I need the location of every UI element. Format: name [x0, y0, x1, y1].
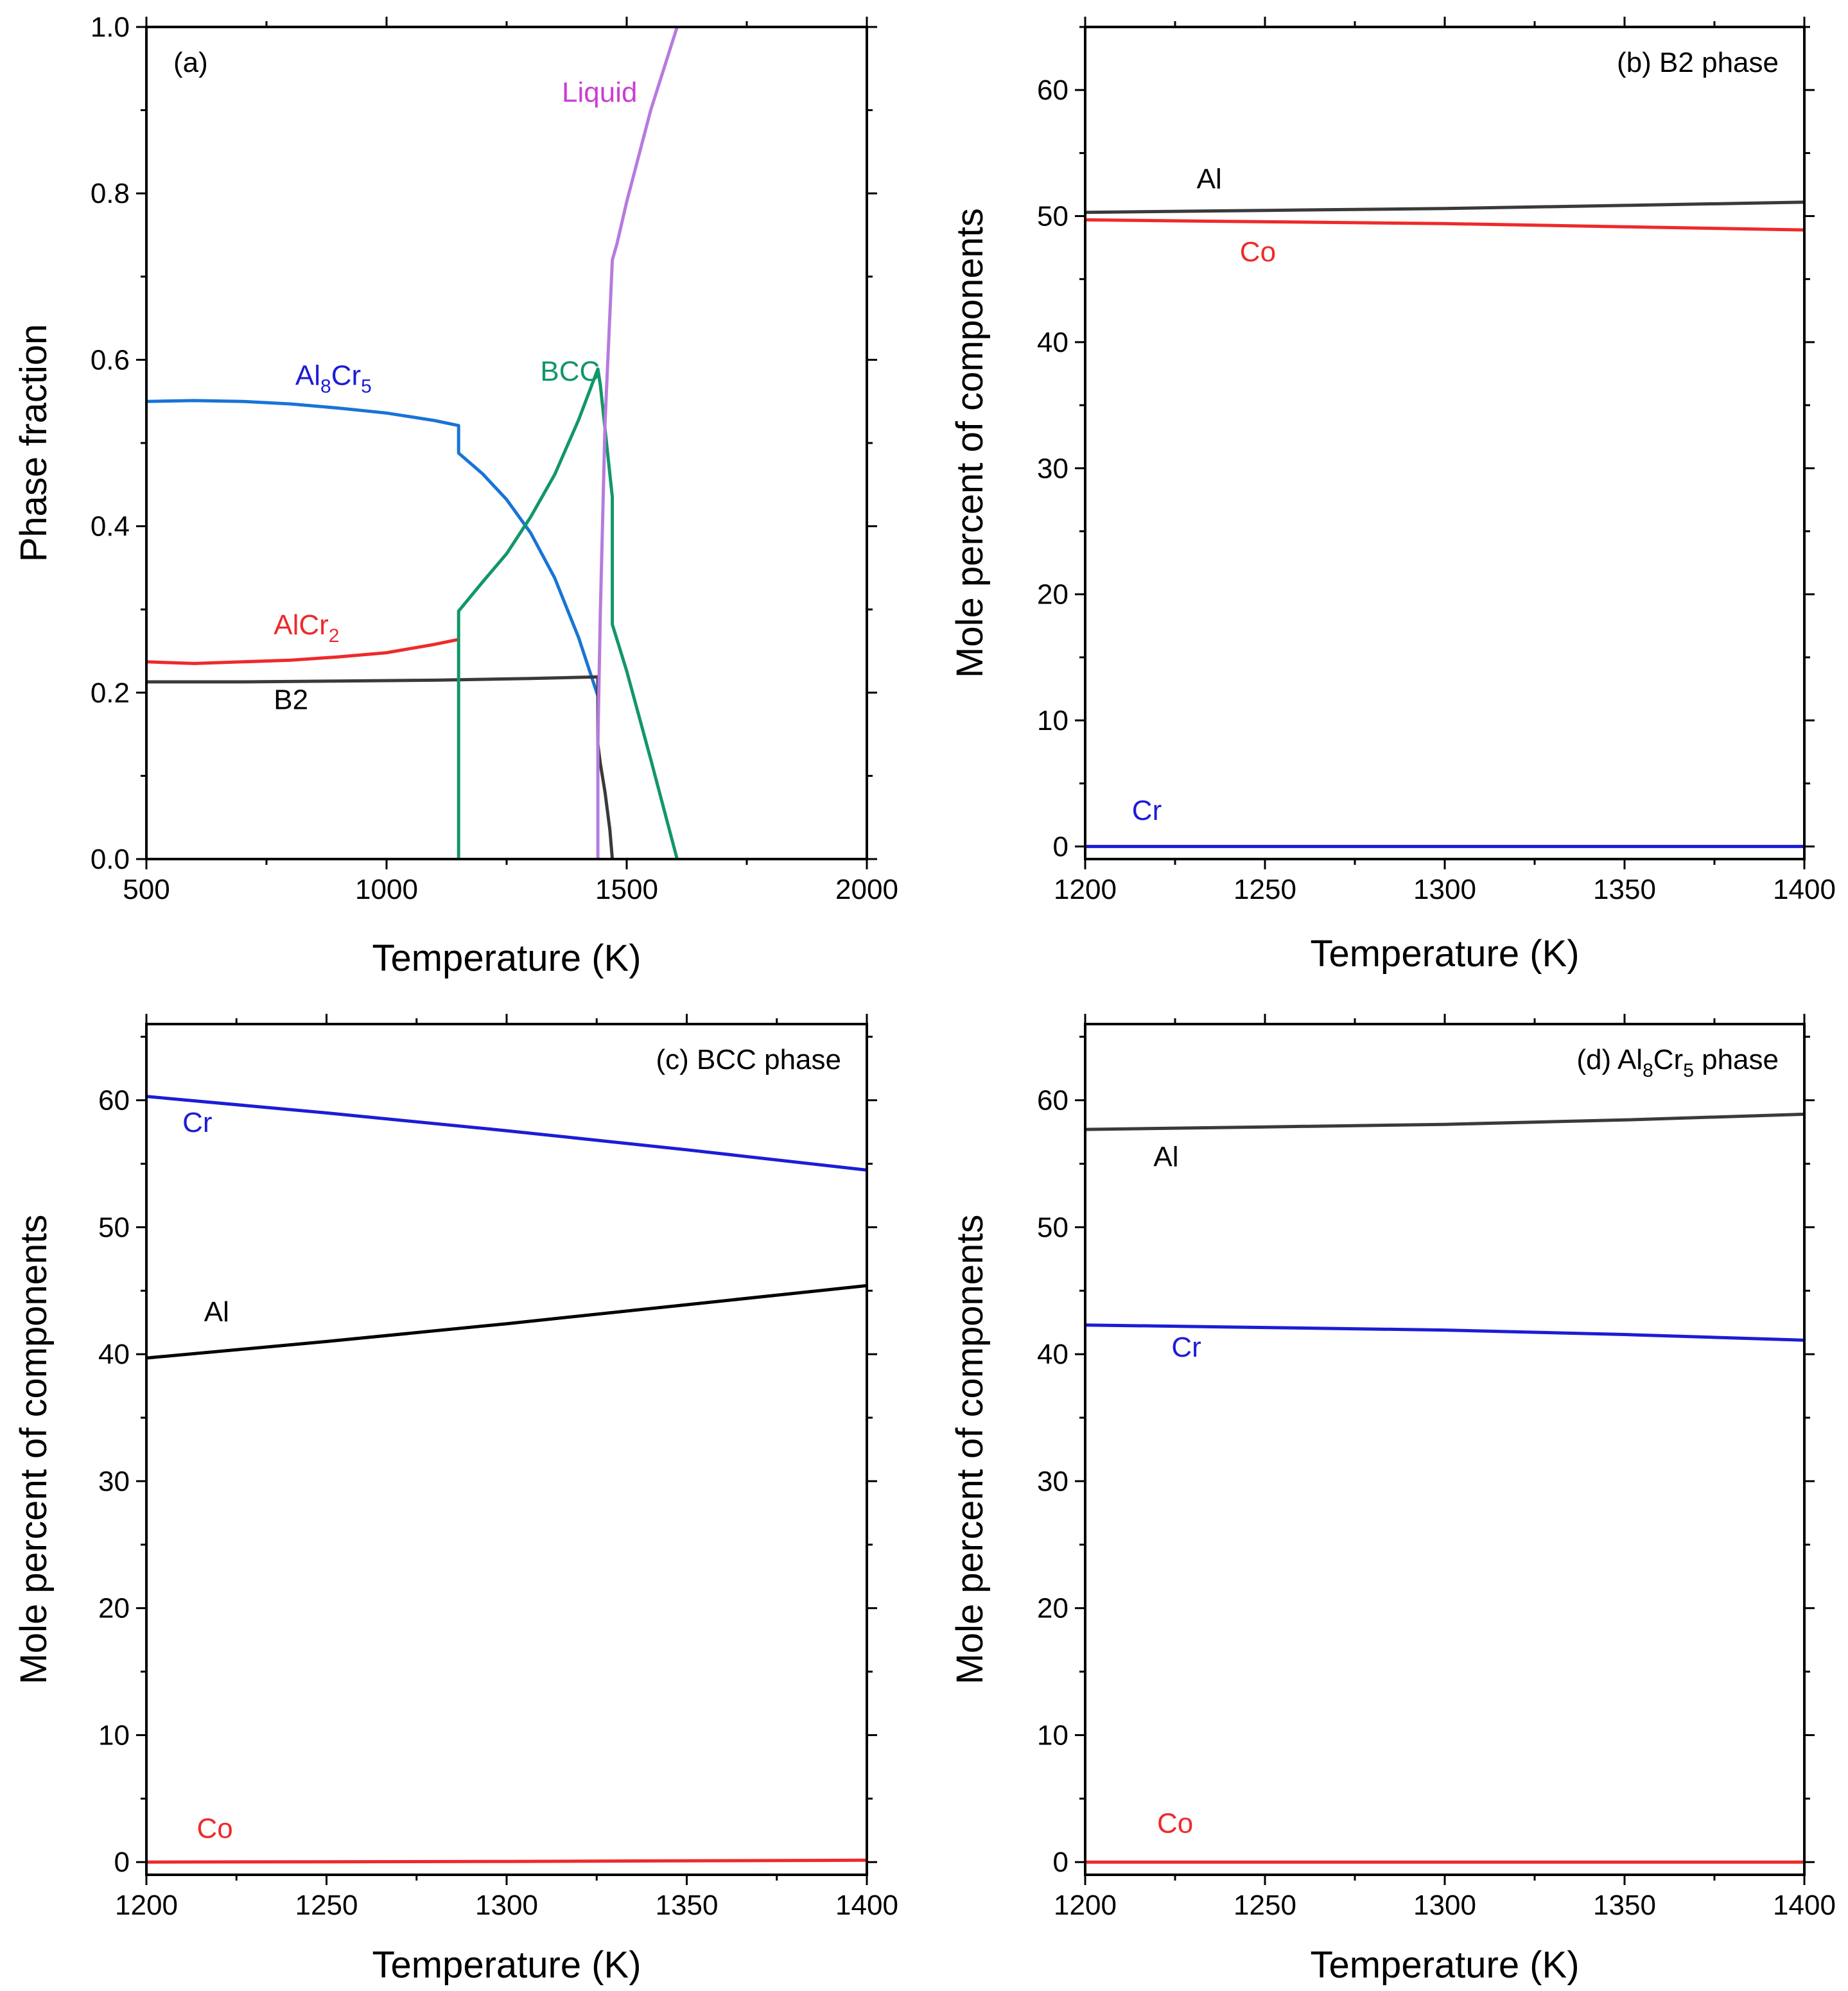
- curve-label-b2: B2: [274, 684, 308, 716]
- x-tick-label: 1200: [1054, 874, 1117, 905]
- x-tick-label: 1400: [1773, 874, 1836, 905]
- x-tick-label: 1250: [295, 1890, 358, 1921]
- y-tick-label: 30: [1037, 1466, 1068, 1497]
- panel-c: 1200 1250 1300 1350 1400 0 10 20 30 40 50 60 Tempera…: [13, 1014, 898, 1986]
- x-tick-label: 1350: [1593, 874, 1656, 905]
- curve-label-liquid: Liquid: [562, 77, 637, 109]
- series-group: [146, 27, 679, 859]
- series-bcc-line: [457, 367, 679, 859]
- panel-title: (a): [173, 47, 208, 78]
- y-axis-title: Mole percent of components: [13, 1215, 55, 1685]
- x-axis-title: Temperature (K): [372, 937, 641, 979]
- y-tick-label: 10: [1037, 705, 1068, 736]
- x-tick-label: 2000: [835, 874, 898, 905]
- curve-label-al: Al: [204, 1296, 229, 1328]
- x-tick-label: 1250: [1233, 1890, 1296, 1921]
- curve-label-co: Co: [1157, 1808, 1193, 1839]
- y-tick-label: 50: [1037, 1212, 1068, 1243]
- x-tick-label: 1300: [1413, 874, 1476, 905]
- y-tick-label: 60: [98, 1085, 130, 1117]
- series-cr-line: [1085, 1323, 1804, 1342]
- panel-title: (d) Al8Cr5 phase: [1576, 1044, 1779, 1081]
- x-tick-label: 1200: [1054, 1890, 1117, 1921]
- x-tick-label: 1350: [1593, 1890, 1656, 1921]
- x-tick-label: 1350: [656, 1890, 719, 1921]
- plot-frame: [145, 1023, 868, 1876]
- y-tick-label: 20: [1037, 1593, 1068, 1624]
- plot-frame: [145, 26, 868, 860]
- curve-label-bcc: BCC: [540, 356, 600, 387]
- y-axis-title: Mole percent of components: [949, 208, 991, 678]
- y-tick-label: 50: [1037, 201, 1068, 232]
- y-tick-label: 0.0: [91, 844, 130, 875]
- x-tick-label: 1400: [835, 1890, 898, 1921]
- curve-label-al: Al: [1153, 1141, 1178, 1172]
- plot-frame: [1084, 26, 1806, 860]
- y-tick-label: 0.8: [91, 178, 130, 209]
- x-tick-label: 1400: [1773, 1890, 1836, 1921]
- x-axis-title: Temperature (K): [1310, 933, 1579, 975]
- y-tick-label: 20: [1037, 579, 1068, 611]
- curve-label-al8cr5: Al8Cr5: [295, 360, 372, 397]
- x-axis-title: Temperature (K): [1310, 1944, 1579, 1986]
- x-tick-label: 1500: [595, 874, 658, 905]
- y-tick-label: 20: [98, 1593, 130, 1624]
- y-tick-label: 50: [98, 1212, 130, 1243]
- x-tick-label: 1200: [115, 1890, 178, 1921]
- x-tick-label: 1300: [475, 1890, 538, 1921]
- x-tick-label: 1300: [1413, 1890, 1476, 1921]
- series-alcr2-line: [146, 638, 460, 665]
- series-liquid-line: [596, 27, 679, 859]
- plot-frame: [1084, 1023, 1806, 1876]
- curve-label-cr: Cr: [1171, 1332, 1201, 1363]
- panel-d: 1200 1250 1300 1350 1400 0 10 20 30 40 50 60 Tempera…: [949, 1014, 1836, 1986]
- y-tick-label: 60: [1037, 1085, 1068, 1117]
- y-tick-label: 0.4: [91, 511, 130, 543]
- series-group: [1085, 200, 1804, 848]
- y-tick-label: 40: [98, 1339, 130, 1370]
- curve-label-co: Co: [197, 1813, 233, 1845]
- series-cr-line: [146, 1095, 867, 1172]
- y-tick-label: 40: [1037, 327, 1068, 358]
- y-axis-title: Mole percent of components: [949, 1215, 991, 1685]
- y-tick-label: 30: [98, 1466, 130, 1497]
- series-al-line: [1085, 200, 1804, 214]
- x-tick-label: 500: [123, 874, 170, 905]
- curve-label-cr: Cr: [1132, 795, 1162, 826]
- series-al-line: [146, 1283, 867, 1360]
- series-co-line: [146, 1858, 867, 1864]
- curve-label-cr: Cr: [182, 1107, 212, 1138]
- x-tick-label: 1250: [1233, 874, 1296, 905]
- panel-title: (c) BCC phase: [656, 1044, 841, 1075]
- panel-title: (b) B2 phase: [1617, 47, 1779, 78]
- series-group: [1085, 1112, 1804, 1864]
- y-tick-label: 0: [114, 1847, 130, 1878]
- panel-a: 500 1000 1500 2000 0.0 0.2 0.4 0.6 0.8 1.0 Tempera…: [13, 12, 898, 979]
- curve-label-al: Al: [1197, 163, 1222, 195]
- curve-label-alcr2: AlCr2: [274, 609, 339, 647]
- series-al-line: [1085, 1112, 1804, 1131]
- y-tick-label: 0: [1053, 831, 1068, 862]
- y-tick-label: 1.0: [91, 12, 130, 43]
- y-tick-label: 10: [1037, 1719, 1068, 1751]
- y-tick-label: 0.6: [91, 344, 130, 376]
- panel-b: 1200 1250 1300 1350 1400 0 10 20 30 40 50 60 Tempera…: [949, 17, 1836, 975]
- y-tick-label: 0.2: [91, 677, 130, 709]
- series-al8cr5-line: [146, 399, 600, 698]
- x-tick-label: 1000: [355, 874, 418, 905]
- y-tick-label: 10: [98, 1719, 130, 1751]
- curve-label-co: Co: [1240, 236, 1276, 268]
- series-group: [146, 1095, 867, 1864]
- series-co-line: [1085, 218, 1804, 232]
- y-tick-label: 60: [1037, 74, 1068, 106]
- x-axis-title: Temperature (K): [372, 1944, 641, 1986]
- y-tick-label: 40: [1037, 1339, 1068, 1370]
- y-tick-label: 0: [1053, 1847, 1068, 1878]
- y-axis-title: Phase fraction: [13, 324, 55, 562]
- series-b2-line: [146, 675, 615, 859]
- y-tick-label: 30: [1037, 453, 1068, 484]
